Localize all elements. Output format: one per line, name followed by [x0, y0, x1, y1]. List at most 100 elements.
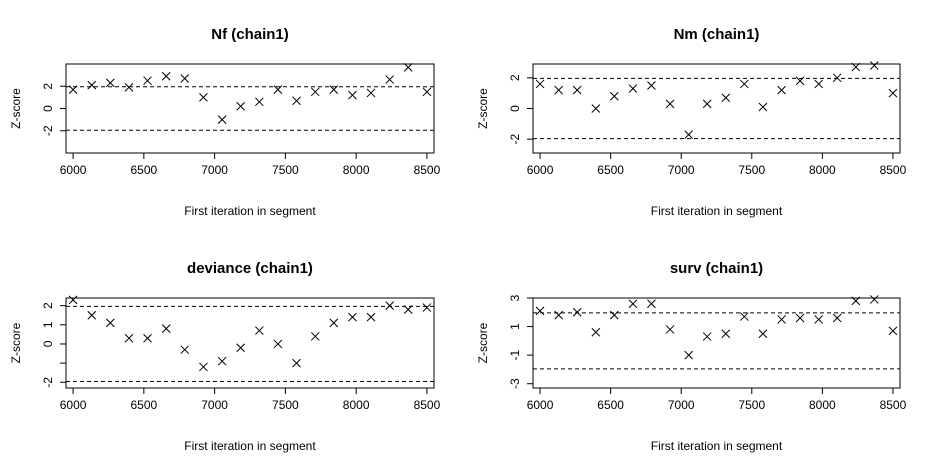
x-tick-label: 8500	[414, 163, 441, 177]
data-point-stroke	[591, 104, 601, 113]
data-point	[628, 299, 638, 309]
data-point	[87, 310, 97, 320]
data-point-stroke	[609, 310, 619, 320]
data-point	[869, 61, 879, 70]
data-point-stroke	[254, 326, 264, 335]
data-point-stroke	[348, 90, 357, 100]
data-point-stroke	[143, 333, 152, 343]
data-point-stroke	[628, 299, 638, 309]
data-point-stroke	[310, 331, 320, 341]
data-point	[535, 306, 545, 316]
data-point-stroke	[403, 305, 413, 314]
y-axis-label: Z-score	[476, 88, 490, 129]
data-point	[161, 71, 171, 81]
data-point	[832, 73, 842, 83]
data-point-stroke	[554, 310, 564, 320]
data-point-stroke	[572, 307, 582, 317]
x-tick-label: 7500	[738, 163, 765, 177]
x-tick-label: 7000	[201, 163, 228, 177]
x-axis-label: First iteration in segment	[651, 439, 783, 453]
x-tick-label: 6500	[597, 398, 624, 412]
data-point-stroke	[310, 87, 320, 97]
data-point-stroke	[814, 315, 824, 324]
data-point	[609, 91, 619, 101]
data-point-stroke	[535, 306, 545, 316]
data-point-stroke	[348, 312, 357, 322]
data-point-stroke	[199, 93, 208, 102]
data-point-stroke	[68, 85, 78, 94]
data-point	[403, 62, 413, 72]
data-point	[217, 115, 227, 124]
data-point	[832, 313, 842, 323]
x-axis-label: First iteration in segment	[184, 439, 316, 453]
data-point	[665, 325, 675, 334]
x-tick-label: 8500	[414, 398, 441, 412]
data-point	[422, 303, 432, 312]
data-point-stroke	[161, 71, 171, 81]
data-point-stroke	[329, 85, 339, 94]
data-point-stroke	[814, 79, 824, 89]
y-axis-label: Z-score	[9, 322, 23, 363]
x-tick-label: 7500	[272, 163, 299, 177]
y-tick-label: 1	[508, 323, 522, 330]
data-point-stroke	[217, 115, 227, 124]
data-point-stroke	[684, 350, 694, 360]
data-point	[758, 102, 768, 112]
y-tick-label: 2	[41, 302, 55, 309]
x-tick-label: 7000	[668, 398, 695, 412]
chart-panel-3: deviance (chain1) 6000 6500 7000 7500 8000 850…	[9, 260, 441, 453]
data-point-stroke	[665, 99, 675, 109]
data-point-stroke	[87, 310, 97, 320]
data-point-stroke	[888, 326, 898, 336]
x-tick-label: 6000	[60, 398, 87, 412]
chart-title: Nm (chain1)	[674, 26, 760, 43]
data-point	[572, 85, 582, 95]
data-point	[124, 83, 134, 92]
data-point	[609, 310, 619, 320]
data-point-stroke	[851, 62, 861, 72]
data-point-stroke	[124, 333, 134, 343]
plot-area-border	[532, 63, 901, 154]
data-point	[721, 329, 731, 339]
x-axis-label: First iteration in segment	[184, 204, 316, 218]
data-point-stroke	[702, 332, 712, 341]
data-point	[217, 356, 227, 366]
x-tick-label: 6500	[130, 398, 157, 412]
data-point	[628, 84, 638, 93]
data-point-stroke	[292, 96, 301, 106]
data-point	[851, 296, 861, 306]
data-point-stroke	[758, 329, 768, 339]
data-point-stroke	[795, 76, 805, 86]
y-tick-label: 2	[508, 74, 522, 81]
data-point	[758, 329, 768, 339]
chart-panel-1: Nf (chain1) 6000 6500 7000 7500 8000 8500 -2 0 2 F…	[9, 26, 441, 218]
data-point-stroke	[572, 85, 582, 95]
data-point-stroke	[869, 61, 879, 70]
data-point-stroke	[535, 79, 545, 89]
data-point	[869, 295, 879, 304]
data-point-stroke	[199, 362, 208, 372]
data-point	[739, 312, 749, 321]
data-point-stroke	[236, 101, 246, 111]
data-point-stroke	[702, 99, 712, 109]
y-tick-label: 1	[41, 321, 55, 328]
data-point	[366, 312, 376, 322]
data-point	[535, 79, 545, 89]
chart-panel-4: surv (chain1) 6000 6500 7000 7500 8000 8500 -3 -…	[476, 260, 907, 453]
plot-area-border	[65, 297, 435, 389]
data-point-stroke	[329, 318, 339, 328]
data-point	[87, 80, 97, 90]
data-point-stroke	[739, 79, 749, 89]
data-point	[702, 99, 712, 109]
data-point	[105, 78, 115, 88]
y-tick-label: 0	[41, 340, 55, 347]
y-axis-label: Z-score	[476, 322, 490, 363]
x-tick-label: 8500	[880, 398, 907, 412]
data-point	[814, 315, 824, 324]
data-point	[310, 87, 320, 97]
data-point	[292, 358, 301, 368]
data-point	[403, 305, 413, 314]
data-point	[795, 76, 805, 86]
y-tick-label: -2	[41, 377, 55, 388]
x-tick-label: 7500	[738, 398, 765, 412]
